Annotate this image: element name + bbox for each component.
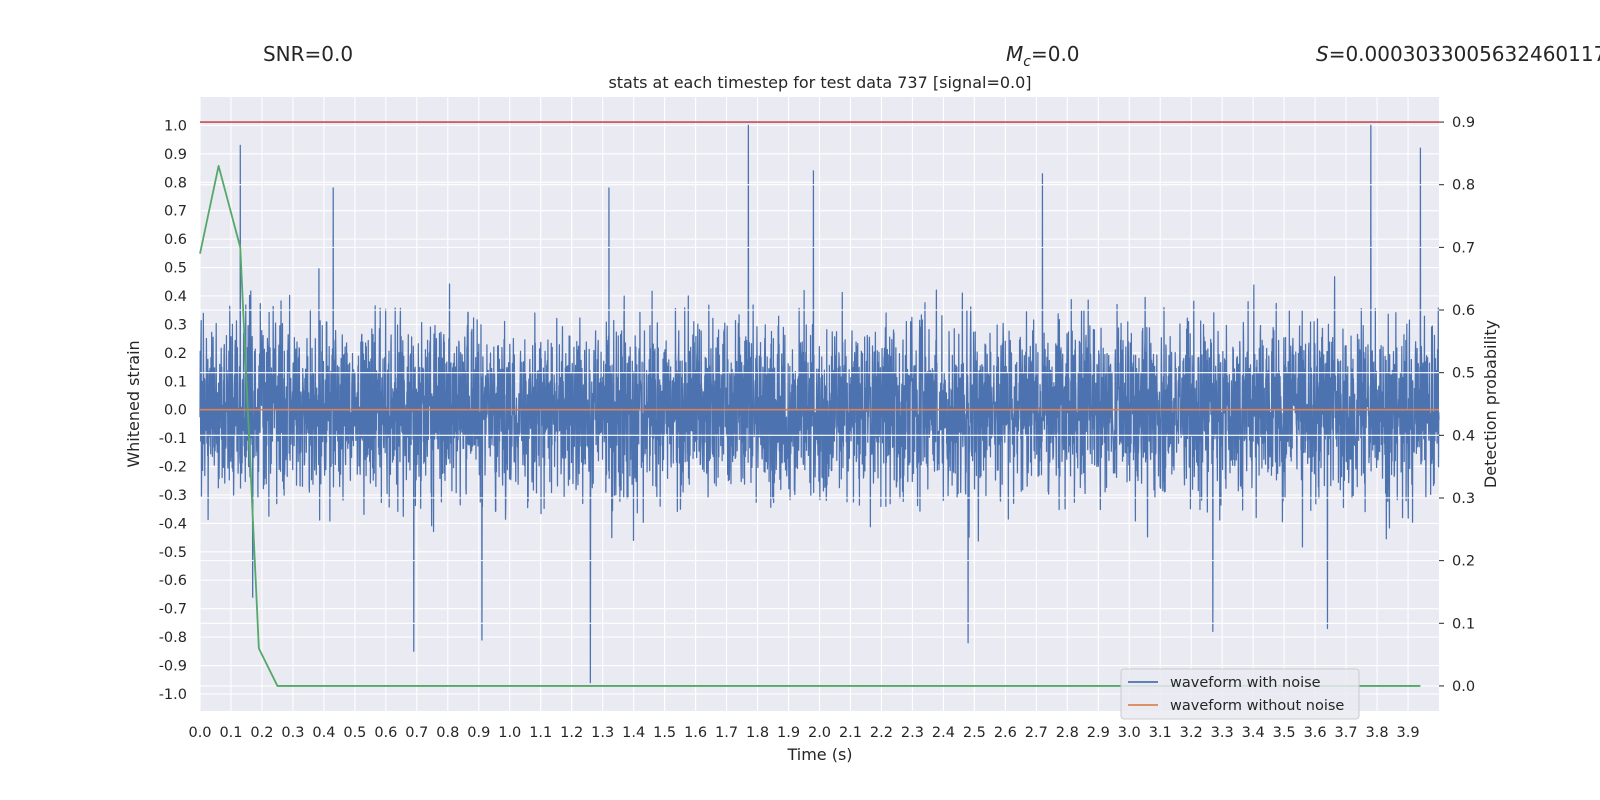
x-tick-label: 2.9 [1087, 725, 1110, 741]
x-tick-label: 1.9 [777, 725, 800, 741]
legend-label-clean: waveform without noise [1170, 698, 1344, 714]
y-left-tick-label: -0.1 [159, 431, 187, 447]
x-tick-label: 0.4 [312, 725, 335, 741]
y-left-tick-label: -0.8 [159, 630, 187, 646]
y-right-tick-label: 0.7 [1452, 240, 1475, 256]
s-value: =0.00030330056324601173 [1329, 42, 1600, 66]
legend: waveform with noise waveform without noi… [1120, 668, 1360, 720]
y-right-axis-label: Detection probability [1481, 320, 1500, 488]
x-tick-label: 0.8 [436, 725, 459, 741]
y-left-tick-label: 0.7 [164, 204, 187, 220]
detection-probability-line [199, 165, 1421, 687]
x-tick-label: 2.4 [932, 725, 955, 741]
y-right-tick-label: 0.5 [1452, 366, 1475, 382]
y-right-tick-label: 0.8 [1452, 178, 1475, 194]
snr-header: SNR=0.0 [263, 42, 353, 66]
x-axis-label: Time (s) [786, 745, 852, 764]
y-right-tick-labels: 0.9 0.8 0.7 0.6 0.5 0.4 0.3 0.2 0.1 0.0 [1439, 115, 1475, 695]
x-tick-label: 2.0 [808, 725, 831, 741]
y-left-tick-label: -0.3 [159, 488, 187, 504]
x-tick-label: 1.8 [746, 725, 769, 741]
y-left-tick-label: -0.6 [159, 573, 187, 589]
y-right-tick-label: 0.1 [1452, 616, 1475, 632]
y-left-tick-label: -0.2 [159, 460, 187, 476]
y-left-tick-label: 0.1 [164, 374, 187, 390]
y-left-tick-label: -0.5 [159, 545, 187, 561]
y-left-tick-label: 0.5 [164, 261, 187, 277]
y-left-tick-labels: 1.0 0.9 0.8 0.7 0.6 0.5 0.4 0.3 0.2 0.1 0.0 -0.1 -0.… [159, 118, 187, 703]
y-right-tick-label: 0.2 [1452, 554, 1475, 570]
y-left-tick-label: 0.8 [164, 175, 187, 191]
x-tick-label: 3.0 [1118, 725, 1141, 741]
series-layer [199, 121, 1440, 687]
x-tick-label: 3.7 [1335, 725, 1358, 741]
y-left-tick-label: -0.9 [159, 659, 187, 675]
y-right-tick-label: 0.3 [1452, 491, 1475, 507]
mc-symbol: M [1006, 42, 1023, 66]
y-left-tick-label: 0.4 [164, 289, 187, 305]
x-tick-label: 2.6 [994, 725, 1017, 741]
x-tick-label: 3.2 [1180, 725, 1203, 741]
x-tick-label: 2.7 [1025, 725, 1048, 741]
x-tick-label: 0.2 [250, 725, 273, 741]
mc-value: =0.0 [1031, 42, 1080, 66]
y-right-tick-label: 0.6 [1452, 303, 1475, 319]
legend-box [1120, 668, 1360, 720]
x-tick-label: 0.1 [219, 725, 242, 741]
x-tick-label: 1.0 [498, 725, 521, 741]
x-tick-label: 3.4 [1242, 725, 1265, 741]
x-tick-label: 1.1 [529, 725, 552, 741]
y-left-tick-label: -0.7 [159, 602, 187, 618]
mc-header: Mc=0.0 [1006, 42, 1080, 70]
x-tick-label: 0.3 [281, 725, 304, 741]
s-header: S=0.00030330056324601173 [1316, 42, 1600, 66]
x-tick-label: 0.5 [343, 725, 366, 741]
x-tick-label: 1.6 [684, 725, 707, 741]
x-tick-label: 3.6 [1304, 725, 1327, 741]
y-left-tick-label: 0.3 [164, 317, 187, 333]
y-left-tick-label: 0.2 [164, 346, 187, 362]
y-left-tick-label: -0.4 [159, 516, 187, 532]
x-tick-label: 1.5 [653, 725, 676, 741]
x-tick-labels: 0.0 0.1 0.2 0.3 0.4 0.5 0.6 0.7 0.8 0.9 1.0 1.1 1.2 1… [188, 725, 1419, 741]
s-symbol: S [1316, 42, 1329, 66]
x-tick-label: 2.8 [1056, 725, 1079, 741]
x-tick-label: 3.3 [1211, 725, 1234, 741]
y-left-tick-label: 1.0 [164, 118, 187, 134]
y-left-tick-label: 0.0 [164, 403, 187, 419]
mc-subscript: c [1023, 54, 1031, 70]
y-right-tick-label: 0.4 [1452, 428, 1475, 444]
x-tick-label: 2.3 [901, 725, 924, 741]
chart-title: stats at each timestep for test data 737… [608, 73, 1031, 92]
x-tick-label: 2.5 [963, 725, 986, 741]
x-tick-label: 0.9 [467, 725, 490, 741]
x-tick-label: 1.2 [560, 725, 583, 741]
x-tick-label: 3.5 [1273, 725, 1296, 741]
x-tick-label: 1.4 [622, 725, 645, 741]
x-tick-label: 0.0 [188, 725, 211, 741]
y-left-tick-label: -1.0 [159, 687, 187, 703]
y-left-tick-label: 0.6 [164, 232, 187, 248]
y-left-axis-label: Whitened strain [124, 340, 143, 467]
x-tick-label: 2.1 [839, 725, 862, 741]
x-tick-label: 3.9 [1396, 725, 1419, 741]
x-tick-label: 3.8 [1366, 725, 1389, 741]
y-left-tick-label: 0.9 [164, 147, 187, 163]
legend-label-noise: waveform with noise [1170, 675, 1321, 691]
x-tick-label: 1.7 [715, 725, 738, 741]
x-tick-label: 0.7 [405, 725, 428, 741]
y-right-tick-label: 0.9 [1452, 115, 1475, 131]
x-tick-label: 3.1 [1149, 725, 1172, 741]
x-tick-label: 1.3 [591, 725, 614, 741]
y-right-tick-label: 0.0 [1452, 679, 1475, 695]
x-tick-label: 0.6 [374, 725, 397, 741]
x-tick-label: 2.2 [870, 725, 893, 741]
